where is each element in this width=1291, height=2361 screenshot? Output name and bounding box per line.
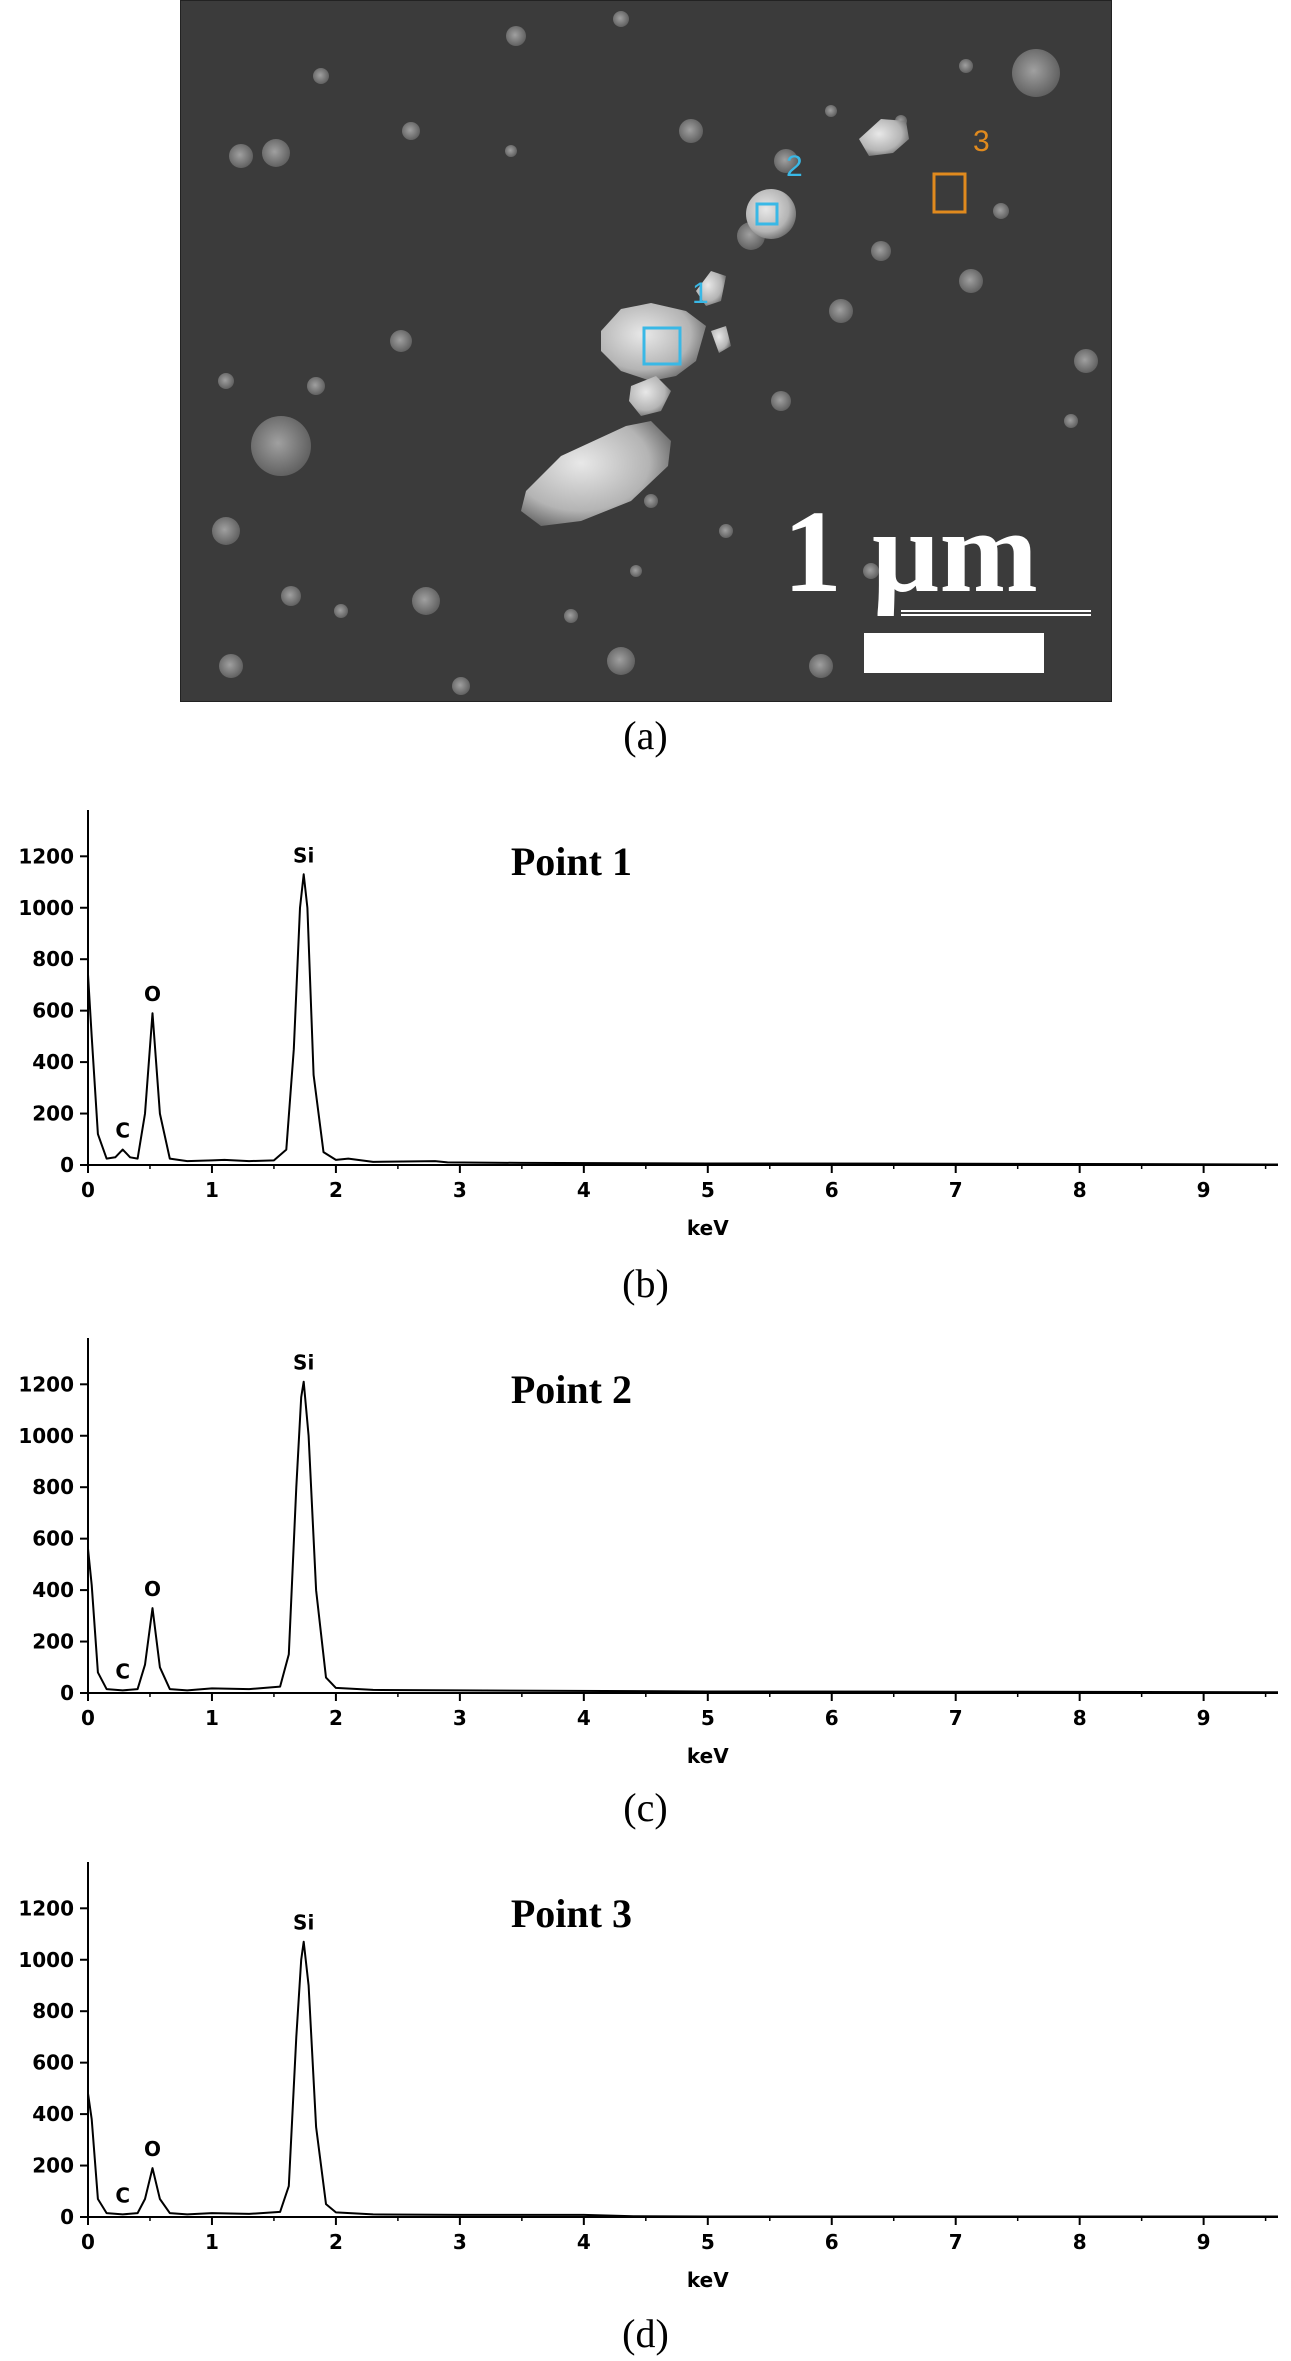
peak-label-si: Si: [293, 1351, 314, 1375]
spectrum-line: [87, 1940, 1278, 2218]
marker-label-3: 3: [973, 125, 990, 158]
chart-title: Point 2: [511, 1367, 632, 1412]
x-tick-label: 2: [329, 1178, 343, 1202]
x-tick-label: 9: [1197, 2230, 1211, 2254]
scale-bar-mask: [864, 633, 1044, 673]
x-tick-label: 7: [949, 2230, 963, 2254]
x-tick-label: 7: [949, 1178, 963, 1202]
spectrum-chart-point-3: 0 200 400 600 800 1000 1200 0 1 2 3 4 5 6 7 8 9 keV Point …: [18, 1862, 1278, 2292]
y-tick-label: 800: [32, 947, 74, 971]
x-tick-label: 5: [701, 2230, 715, 2254]
peak-label-o: O: [144, 1577, 161, 1601]
x-tick-label: 9: [1197, 1178, 1211, 1202]
x-tick-label: 8: [1073, 2230, 1087, 2254]
marker-box-3: [932, 172, 967, 214]
x-tick-label: 4: [577, 1706, 591, 1730]
marker-label-1: 1: [692, 277, 709, 310]
y-tick-label: 0: [60, 2205, 74, 2229]
x-tick-label: 2: [329, 2230, 343, 2254]
x-tick-label: 6: [825, 1178, 839, 1202]
x-tick-label: 1: [205, 1178, 219, 1202]
spectrum-panel-3: 0 200 400 600 800 1000 1200 0 1 2 3 4 5 6 7 8 9 keV Point …: [0, 1842, 1291, 2312]
peak-label-o: O: [144, 982, 161, 1006]
y-tick-label: 200: [32, 1102, 74, 1126]
sem-image: 1 2 3 1 µm: [212, 11, 1098, 695]
peak-label-c: C: [115, 2183, 130, 2207]
y-tick-label: 200: [32, 1630, 74, 1654]
x-tick-label: 1: [205, 1706, 219, 1730]
spectrum-line: [87, 1380, 1279, 1694]
peak-label-o: O: [144, 2137, 161, 2161]
x-tick-label: 3: [453, 1706, 467, 1730]
marker-box-1: [642, 326, 682, 366]
x-tick-label: 0: [81, 2230, 95, 2254]
x-tick-label: 3: [453, 1178, 467, 1202]
y-tick-label: 600: [32, 2051, 74, 2075]
peak-label-si: Si: [293, 843, 314, 867]
scale-bar-label: 1 µm: [783, 486, 1038, 617]
x-tick-label: 7: [949, 1706, 963, 1730]
y-tick-label: 400: [32, 1050, 74, 1074]
peak-label-c: C: [115, 1659, 130, 1683]
y-tick-label: 600: [32, 1527, 74, 1551]
x-tick-label: 6: [825, 1706, 839, 1730]
y-tick-label: 1000: [18, 1424, 74, 1448]
y-tick-label: 0: [60, 1153, 74, 1177]
x-tick-label: 8: [1073, 1178, 1087, 1202]
x-tick-label: 9: [1197, 1706, 1211, 1730]
marker-box-2: [755, 202, 779, 226]
x-tick-label: 2: [329, 1706, 343, 1730]
x-tick-label: 8: [1073, 1706, 1087, 1730]
x-tick-label: 1: [205, 2230, 219, 2254]
chart-title: Point 3: [511, 1891, 632, 1936]
y-tick-label: 400: [32, 2102, 74, 2126]
spectrum-chart-point-2: 0 200 400 600 800 1000 1200 0 1 2 3 4 5 6 7 8 9 keV Point …: [18, 1338, 1279, 1768]
particle-cluster: [521, 119, 909, 526]
spectrum-line: [87, 873, 1279, 1166]
x-tick-label: 0: [81, 1706, 95, 1730]
y-tick-label: 0: [60, 1681, 74, 1705]
x-tick-label: 6: [825, 2230, 839, 2254]
caption-a: (a): [623, 713, 668, 758]
caption-c: (c): [623, 1785, 668, 1830]
x-tick-label: 0: [81, 1178, 95, 1202]
x-tick-label: 5: [701, 1178, 715, 1202]
x-tick-label: 3: [453, 2230, 467, 2254]
x-axis-label: keV: [687, 1744, 729, 1768]
peak-label-c: C: [115, 1119, 130, 1143]
chart-title: Point 1: [511, 839, 632, 884]
y-tick-label: 800: [32, 1475, 74, 1499]
spectrum-chart-point-1: 0 200 400 600 800 1000 1200 0 1 2 3 4 5 6 7 8 9 keV Point …: [18, 810, 1279, 1240]
x-axis-label: keV: [687, 2268, 729, 2292]
caption-d: (d): [622, 2311, 669, 2356]
spectrum-panel-2: 0 200 400 600 800 1000 1200 0 1 2 3 4 5 6 7 8 9 keV Point …: [0, 1318, 1291, 1788]
marker-label-2: 2: [786, 150, 803, 183]
background-particles: [212, 11, 1098, 695]
y-tick-label: 400: [32, 1578, 74, 1602]
peak-label-si: Si: [293, 1911, 314, 1935]
caption-b: (b): [622, 1261, 669, 1306]
y-tick-label: 1200: [18, 1896, 74, 1920]
x-tick-label: 4: [577, 2230, 591, 2254]
x-tick-label: 4: [577, 1178, 591, 1202]
y-tick-label: 800: [32, 1999, 74, 2023]
sem-micrograph: 1 2 3 1 µm: [180, 0, 1112, 702]
y-tick-label: 600: [32, 999, 74, 1023]
spectrum-panel-1: 0 200 400 600 800 1000 1200 0 1 2 3 4 5 6 7 8 9 keV Point …: [0, 790, 1291, 1260]
y-tick-label: 1000: [18, 896, 74, 920]
y-tick-label: 1200: [18, 844, 74, 868]
y-tick-label: 1000: [18, 1948, 74, 1972]
x-axis-label: keV: [687, 1216, 729, 1240]
y-tick-label: 1200: [18, 1372, 74, 1396]
x-tick-label: 5: [701, 1706, 715, 1730]
y-tick-label: 200: [32, 2154, 74, 2178]
